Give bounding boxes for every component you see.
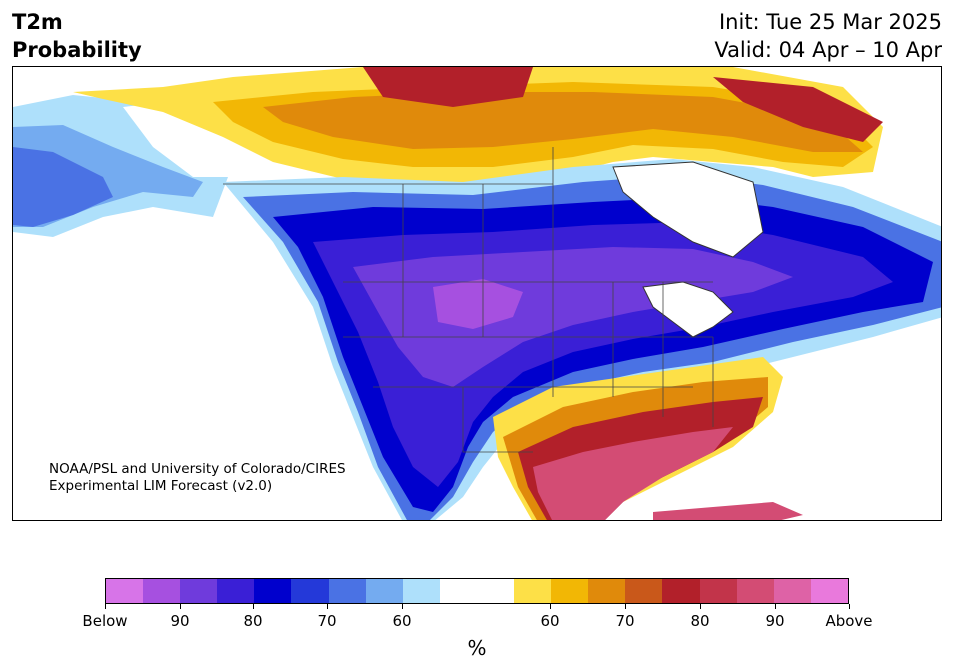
arctic-red-region	[363, 67, 883, 142]
title-variable: T2m	[12, 10, 63, 34]
colorbar-tick	[180, 604, 181, 609]
colorbar-tick-label: 70	[317, 612, 337, 630]
colorbar-segment	[514, 579, 552, 603]
probability-map	[12, 66, 942, 521]
colorbar-tick-label: 90	[170, 612, 190, 630]
caribbean-region	[653, 502, 803, 520]
colorbar-tick	[849, 604, 850, 609]
state-borders	[223, 147, 714, 453]
colorbar-segment	[106, 579, 144, 603]
arctic-orange-region	[263, 92, 863, 152]
colorbar-segment	[291, 579, 329, 603]
colorbar-tick-label: Above	[825, 612, 873, 630]
colorbar-segment	[365, 579, 403, 603]
colorbar-segment	[143, 579, 181, 603]
colorbar-tick	[700, 604, 701, 609]
colorbar-tick	[775, 604, 776, 609]
colorbar-segment	[180, 579, 218, 603]
great-lakes	[642, 281, 734, 338]
colorbar-segment	[810, 579, 848, 603]
map-dates: Init: Tue 25 Mar 2025 Valid: 04 Apr – 10…	[714, 8, 942, 64]
probability-colorbar	[105, 578, 849, 604]
colorbar-tick	[550, 604, 551, 609]
colorbar-segment	[625, 579, 663, 603]
colorbar-segment	[217, 579, 255, 603]
colorbar-tick-label: 70	[615, 612, 635, 630]
colorbar-segment	[699, 579, 737, 603]
credit-text: NOAA/PSL and University of Colorado/CIRE…	[49, 461, 346, 495]
colorbar-segment	[588, 579, 626, 603]
colorbar-segment	[476, 579, 515, 603]
title-kind: Probability	[12, 38, 142, 62]
south-max-region	[533, 427, 733, 520]
colorbar-tick	[625, 604, 626, 609]
colorbar-tick-label: 60	[540, 612, 560, 630]
colorbar-tick	[105, 604, 106, 609]
colorbar-segment	[773, 579, 811, 603]
hudson-bay	[612, 161, 764, 258]
colorbar-segment	[551, 579, 589, 603]
credit-line-2: Experimental LIM Forecast (v2.0)	[49, 478, 273, 494]
colorbar-tick	[327, 604, 328, 609]
colorbar-tick-label: 60	[392, 612, 412, 630]
colorbar-segment	[736, 579, 774, 603]
colorbar-unit: %	[467, 636, 487, 660]
valid-range: Valid: 04 Apr – 10 Apr	[714, 38, 942, 62]
colorbar-segment	[328, 579, 366, 603]
colorbar-segment	[402, 579, 440, 603]
colorbar-tick-label: 80	[243, 612, 263, 630]
colorbar-segment	[662, 579, 700, 603]
colorbar-tick-label: 80	[690, 612, 710, 630]
map-canvas	[13, 67, 941, 520]
colorbar-tick-label: 90	[765, 612, 785, 630]
colorbar-segment	[254, 579, 292, 603]
colorbar-tick-label: Below	[82, 612, 128, 630]
central-peak-region	[433, 279, 523, 329]
map-title: T2m Probability	[12, 8, 142, 64]
init-date: Init: Tue 25 Mar 2025	[718, 10, 942, 34]
credit-line-1: NOAA/PSL and University of Colorado/CIRE…	[49, 461, 346, 477]
colorbar-tick	[402, 604, 403, 609]
alaska-blue-region	[13, 147, 113, 227]
colorbar-tick	[253, 604, 254, 609]
colorbar-segment	[439, 579, 477, 603]
